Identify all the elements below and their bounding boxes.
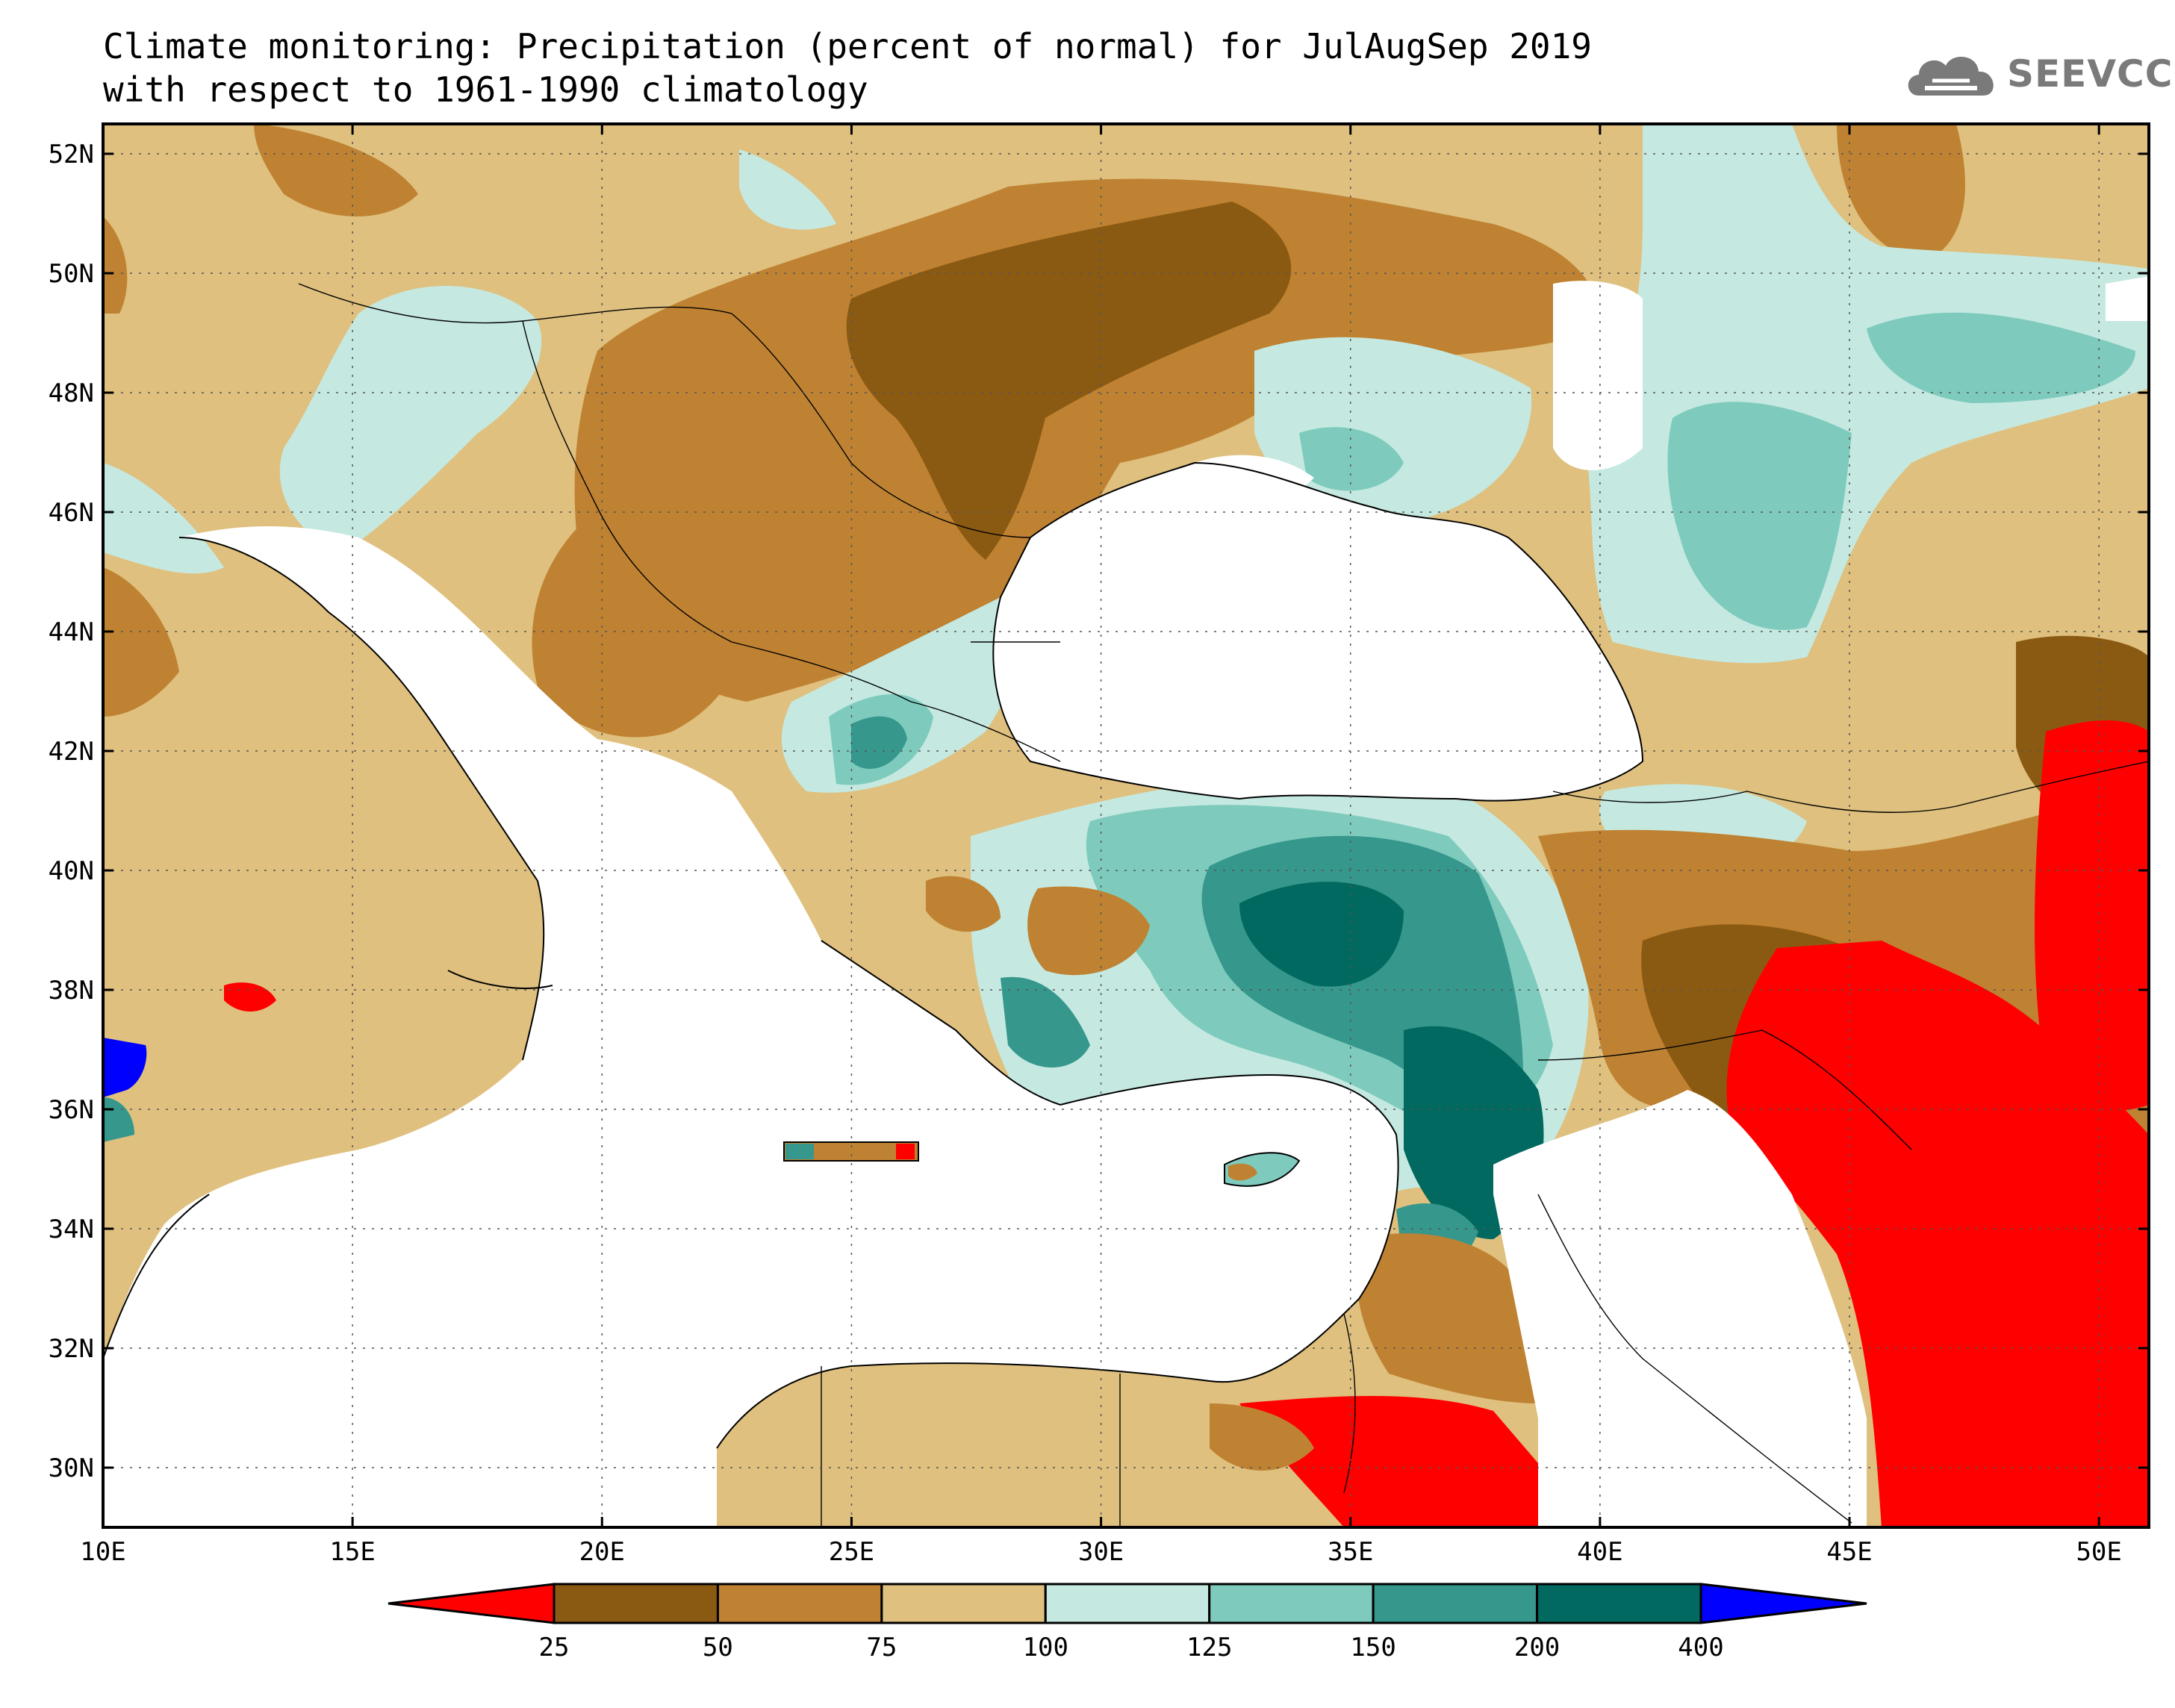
colorbar-label: 50: [703, 1633, 733, 1662]
lat-tick-label: 48N: [49, 378, 94, 408]
colorbar-min-arrow: [388, 1583, 556, 1624]
colorbar-label: 200: [1514, 1633, 1560, 1662]
lon-tick-label: 40E: [1577, 1537, 1622, 1567]
colorbar: 25 50 75 100 125 150 200 400: [388, 1583, 1867, 1662]
lon-tick-label: 35E: [1328, 1537, 1373, 1567]
colorbar-swatch: [1044, 1583, 1211, 1624]
lat-tick-label: 42N: [49, 737, 94, 767]
logo-text: SEEVCCC: [2007, 52, 2175, 96]
cloud-icon: [1908, 57, 1994, 96]
lon-tick-label: 50E: [2076, 1537, 2121, 1567]
lat-tick-label: 32N: [49, 1334, 94, 1364]
longitude-axis: 10E 15E 20E 25E 30E 35E 40E 45E 50E: [80, 124, 2122, 1567]
lat-tick-label: 46N: [49, 498, 94, 528]
grid-lines: [103, 124, 2149, 1527]
lon-tick-label: 30E: [1078, 1537, 1124, 1567]
colorbar-label: 75: [866, 1633, 897, 1662]
colorbar-label: 100: [1023, 1633, 1068, 1662]
title-line-1: Climate monitoring: Precipitation (perce…: [103, 26, 1592, 66]
coastlines: [103, 461, 1644, 1449]
lat-tick-label: 44N: [49, 617, 94, 647]
lon-tick-label: 20E: [579, 1537, 625, 1567]
lat-tick-label: 30N: [49, 1453, 94, 1483]
latitude-axis: 30N 32N 34N 36N 38N 40N 42N 44N 46N 48N 50N 52N: [49, 140, 2149, 1483]
title-line-2: with respect to 1961-1990 climatology: [103, 69, 868, 110]
colorbar-swatch: [1372, 1583, 1539, 1624]
map-field: [103, 124, 2149, 1527]
colorbar-swatch: [1536, 1583, 1702, 1624]
colorbar-swatch: [716, 1583, 883, 1624]
lon-tick-label: 25E: [829, 1537, 874, 1567]
colorbar-max-arrow: [1699, 1583, 1867, 1624]
colorbar-label: 125: [1186, 1633, 1232, 1662]
lat-tick-label: 52N: [49, 140, 94, 169]
lon-tick-label: 15E: [329, 1537, 375, 1567]
lat-tick-label: 34N: [49, 1215, 94, 1244]
lat-tick-label: 40N: [49, 856, 94, 886]
map-frame: [102, 122, 2150, 1529]
lon-tick-label: 10E: [80, 1537, 125, 1567]
lon-tick-label: 45E: [1826, 1537, 1872, 1567]
colorbar-swatch: [880, 1583, 1047, 1624]
lat-tick-label: 38N: [49, 976, 94, 1006]
colorbar-swatch: [553, 1583, 719, 1624]
colorbar-label: 25: [539, 1633, 570, 1662]
seevccc-logo: SEEVCCC: [1902, 46, 2175, 109]
country-borders: [298, 283, 2149, 1527]
colorbar-label: 400: [1678, 1633, 1723, 1662]
lat-tick-label: 50N: [49, 259, 94, 289]
colorbar-swatch: [1208, 1583, 1375, 1624]
colorbar-label: 150: [1350, 1633, 1395, 1662]
lat-tick-label: 36N: [49, 1095, 94, 1125]
